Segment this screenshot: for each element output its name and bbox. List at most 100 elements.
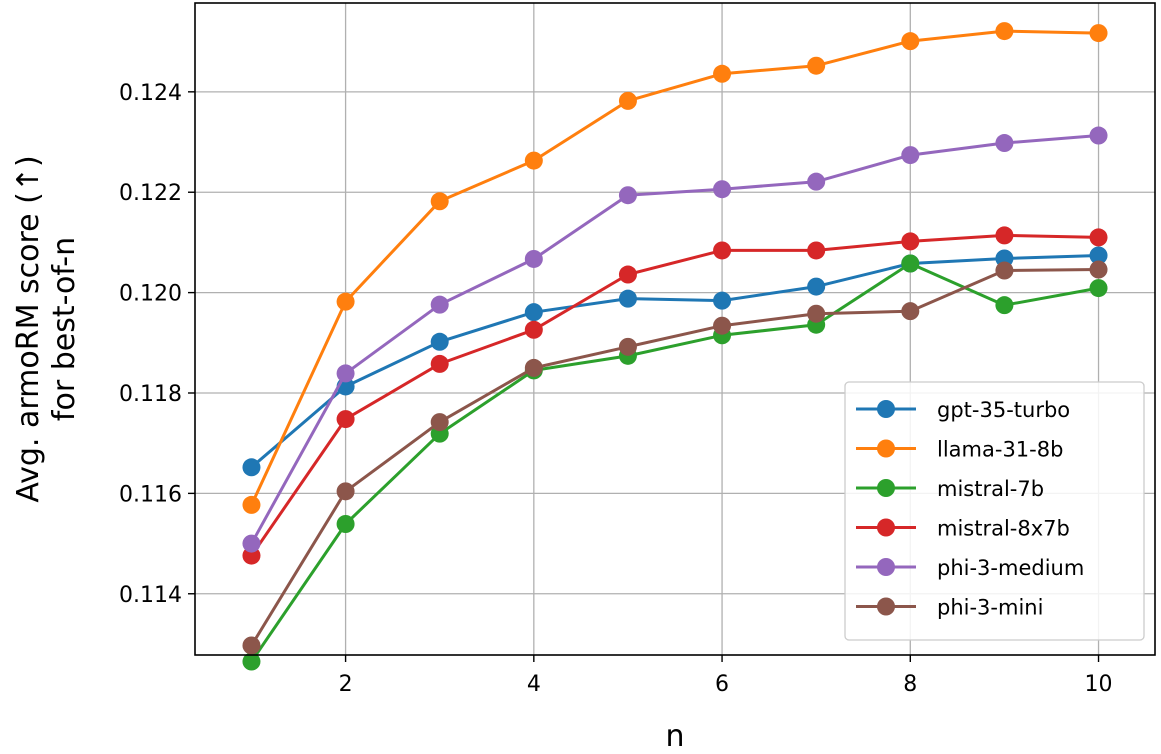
legend-label: mistral-7b <box>937 477 1044 501</box>
series-line <box>250 233 1099 557</box>
data-point <box>713 64 732 83</box>
data-point <box>430 354 449 373</box>
data-point <box>336 482 355 501</box>
y-axis-label-line1: Avg. armoRM score (↑) <box>11 155 46 502</box>
y-tick-label: 0.118 <box>119 382 182 407</box>
data-point <box>995 22 1014 41</box>
y-axis: 0.114 0.116 0.118 0.120 0.122 0.124 <box>119 81 195 608</box>
data-point <box>524 151 543 170</box>
data-point <box>242 534 261 553</box>
legend-label: phi-3-mini <box>937 596 1043 620</box>
x-tick-label: 10 <box>1085 672 1113 697</box>
data-point <box>242 495 261 514</box>
data-point <box>901 32 920 51</box>
data-point <box>430 192 449 211</box>
legend: gpt-35-turbo llama-31-8b mistral-7b mistral… <box>844 381 1145 641</box>
data-point <box>901 146 920 165</box>
y-tick-label: 0.114 <box>119 583 182 608</box>
series-mistral-8x7b <box>242 226 1108 565</box>
series-line <box>250 134 1099 545</box>
data-point <box>995 226 1014 245</box>
data-point <box>618 337 637 356</box>
data-point <box>1089 260 1108 279</box>
data-point <box>901 254 920 273</box>
data-point <box>242 652 261 671</box>
data-point <box>995 296 1014 315</box>
y-tick-label: 0.122 <box>119 181 182 206</box>
data-point <box>995 261 1014 280</box>
data-point <box>807 241 826 260</box>
x-tick-label: 4 <box>527 672 541 697</box>
data-point <box>1089 279 1108 298</box>
series-llama-31-8b <box>242 22 1108 514</box>
data-point <box>524 320 543 339</box>
data-point <box>618 91 637 110</box>
data-point <box>242 636 261 655</box>
data-point <box>336 292 355 311</box>
x-tick-label: 8 <box>903 672 917 697</box>
data-point <box>901 232 920 251</box>
plot-frame <box>194 2 1156 656</box>
x-tick-label: 6 <box>715 672 729 697</box>
legend-item: mistral-8x7b <box>856 517 1070 541</box>
series-line <box>250 262 1099 663</box>
y-tick-label: 0.120 <box>119 282 182 307</box>
x-axis-label: n <box>665 719 684 754</box>
legend-label: phi-3-medium <box>937 556 1084 580</box>
data-point <box>618 186 637 205</box>
legend-marker <box>877 439 895 458</box>
legend-marker <box>877 558 895 576</box>
legend-item: mistral-7b <box>856 477 1044 501</box>
data-point <box>618 265 637 284</box>
data-point <box>1089 228 1108 247</box>
data-point <box>618 289 637 308</box>
data-point <box>1089 126 1108 145</box>
legend-label: gpt-35-turbo <box>937 398 1070 422</box>
data-point <box>807 56 826 75</box>
data-point <box>336 410 355 429</box>
data-point <box>713 180 732 199</box>
data-point <box>713 241 732 260</box>
data-point <box>524 303 543 322</box>
series-phi-3-mini <box>242 260 1108 655</box>
legend-item: llama-31-8b <box>856 438 1063 462</box>
data-point <box>1089 246 1108 265</box>
legend-marker <box>877 518 895 537</box>
series-layer <box>242 22 1108 671</box>
series-line <box>250 254 1099 469</box>
x-tick-label: 2 <box>339 672 353 697</box>
data-point <box>430 332 449 351</box>
x-axis: 2 4 6 8 10 <box>339 655 1113 697</box>
legend-label: llama-31-8b <box>937 438 1063 462</box>
legend-item: phi-3-mini <box>856 596 1043 620</box>
data-point <box>807 277 826 296</box>
data-point <box>336 364 355 383</box>
legend-marker <box>877 597 895 616</box>
data-point <box>336 514 355 533</box>
series-line <box>250 29 1099 506</box>
data-point <box>807 172 826 191</box>
data-point <box>524 249 543 268</box>
data-point <box>713 316 732 335</box>
data-point <box>242 458 261 477</box>
legend-marker <box>877 400 895 418</box>
y-axis-label-line2: for best-of-n <box>47 237 82 421</box>
series-line <box>250 268 1099 647</box>
data-point <box>995 134 1014 153</box>
legend-label: mistral-8x7b <box>937 517 1070 541</box>
data-point <box>807 304 826 323</box>
series-phi-3-medium <box>242 126 1108 553</box>
legend-box <box>844 381 1145 641</box>
data-point <box>430 295 449 314</box>
data-point <box>524 358 543 377</box>
legend-item: phi-3-medium <box>856 556 1084 580</box>
legend-marker <box>877 479 895 497</box>
y-tick-label: 0.116 <box>119 482 182 507</box>
data-point <box>1089 24 1108 43</box>
legend-item: gpt-35-turbo <box>856 398 1070 422</box>
data-point <box>713 291 732 310</box>
y-tick-label: 0.124 <box>119 81 182 106</box>
data-point <box>430 413 449 432</box>
